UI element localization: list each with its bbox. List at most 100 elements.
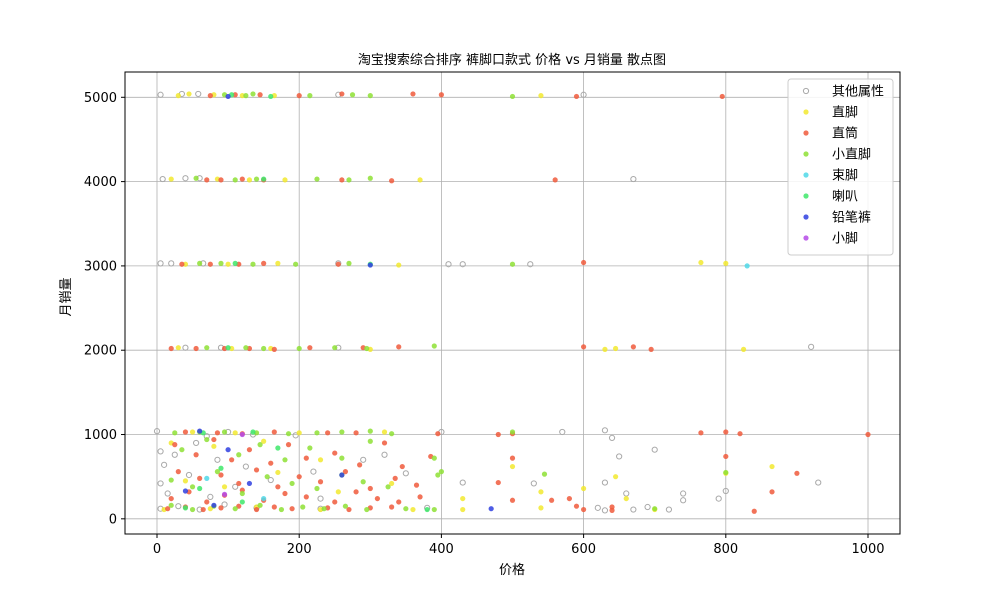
data-point [392, 475, 398, 481]
data-point [189, 506, 196, 513]
chart-title: 淘宝搜索综合排序 裤脚口款式 价格 vs 月销量 散点图 [358, 52, 666, 68]
data-point [665, 506, 673, 513]
axis-ticks: 0 200 400 600 800 1000 0 1000 2000 3000 4000 5000 [84, 91, 885, 557]
data-point [374, 495, 381, 502]
data-point [232, 483, 239, 490]
data-point [509, 261, 516, 267]
data-point [865, 431, 871, 438]
data-point [630, 506, 637, 513]
data-point [399, 463, 405, 470]
data-point [168, 502, 174, 508]
data-point [211, 436, 217, 443]
data-point [282, 177, 288, 183]
data-point [612, 345, 619, 352]
data-point [293, 261, 299, 267]
data-point [648, 346, 654, 352]
legend-marker [803, 109, 809, 115]
data-point [410, 506, 416, 513]
data-point [538, 489, 544, 495]
data-point [168, 176, 174, 182]
data-point [204, 475, 210, 481]
data-point [335, 489, 341, 495]
data-point [459, 261, 466, 268]
data-point [719, 93, 725, 100]
data-point [189, 429, 196, 435]
data-point [403, 506, 409, 512]
data-point [232, 430, 238, 436]
data-point [357, 462, 363, 468]
data-point [214, 469, 221, 475]
data-point [236, 480, 242, 487]
data-point [488, 506, 494, 512]
data-point [172, 430, 178, 436]
data-point [385, 484, 391, 490]
data-point [232, 92, 238, 98]
data-point [289, 506, 295, 512]
legend-marker [802, 87, 810, 95]
data-point [204, 345, 210, 351]
data-point [342, 469, 349, 475]
data-point [186, 91, 192, 97]
data-point [332, 499, 338, 505]
data-point [161, 461, 168, 468]
data-point [250, 429, 256, 435]
data-point [424, 506, 430, 513]
data-point [157, 448, 164, 455]
data-point [282, 490, 288, 497]
legend-label: 小直脚 [832, 147, 871, 163]
data-point [225, 447, 231, 453]
data-point [197, 485, 203, 492]
data-point [218, 505, 224, 511]
legend-marker [803, 214, 809, 220]
data-point [314, 485, 320, 492]
data-point [509, 497, 516, 503]
data-point [275, 445, 281, 451]
data-point [410, 91, 416, 97]
data-point [715, 495, 722, 502]
data-point [225, 261, 231, 267]
data-point [509, 463, 516, 470]
data-point [246, 447, 253, 453]
data-point [267, 476, 274, 484]
legend-marker [803, 130, 809, 136]
data-point [275, 469, 281, 476]
data-point [573, 503, 580, 509]
data-point [218, 177, 224, 183]
data-point [164, 490, 171, 497]
data-point [609, 507, 615, 513]
data-point [236, 452, 242, 458]
data-point [431, 506, 437, 513]
data-point [566, 495, 572, 502]
data-point [389, 504, 395, 510]
y-tick-label: 4000 [84, 175, 117, 190]
data-point [349, 92, 356, 98]
data-point [396, 262, 402, 268]
data-point [246, 480, 253, 487]
legend-label: 直筒 [832, 126, 858, 142]
data-point [175, 469, 181, 475]
data-point [353, 489, 359, 495]
data-point [225, 93, 231, 100]
data-point [581, 259, 587, 266]
data-point [594, 504, 601, 511]
data-point [325, 430, 331, 436]
data-point [815, 479, 822, 486]
data-point [737, 431, 743, 437]
data-point [317, 479, 324, 485]
data-point [435, 431, 441, 437]
data-point [601, 479, 609, 486]
data-point [232, 506, 238, 512]
x-tick-label: 200 [287, 542, 312, 557]
y-axis-label: 月销量 [59, 277, 74, 316]
data-point [157, 260, 164, 267]
data-point [360, 456, 367, 463]
data-point [581, 344, 587, 350]
legend-marker [803, 151, 809, 157]
data-point [381, 451, 388, 458]
data-point [278, 506, 285, 513]
data-point [339, 472, 345, 478]
data-point [541, 471, 548, 477]
series-1 [161, 91, 775, 513]
data-point [652, 506, 658, 512]
